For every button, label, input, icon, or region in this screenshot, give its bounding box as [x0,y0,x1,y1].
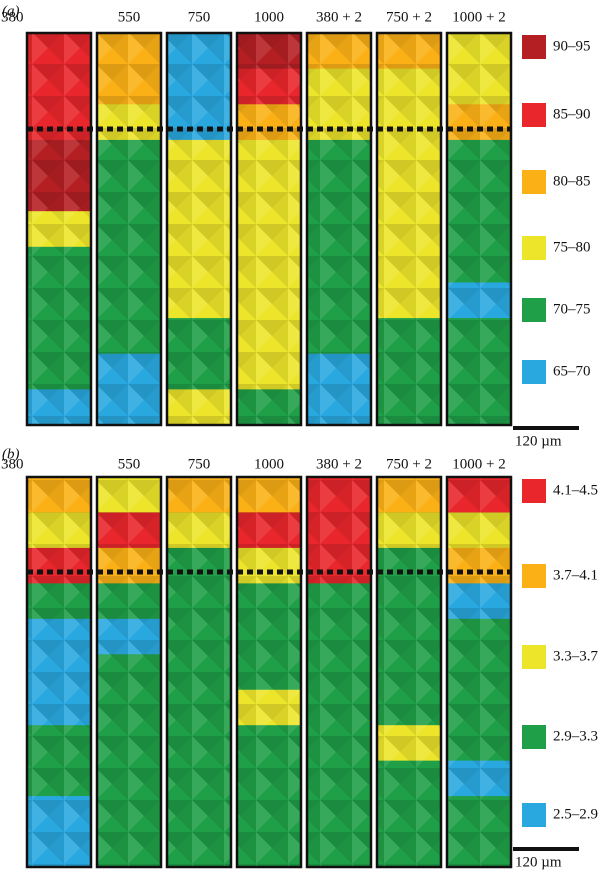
legend-swatch [522,360,546,384]
contour-map [25,475,93,869]
column-frame [305,475,373,869]
legend-swatch [522,35,546,59]
legend-label: 2.9–3.3 [553,728,598,744]
facet-texture [27,33,91,425]
column-frame [235,31,303,427]
legend-label: 3.7–4.1 [553,567,598,583]
column-frame [165,31,233,427]
panel-label: (a) [2,3,20,19]
column-frame [445,31,513,427]
column-frame [95,475,163,869]
facet-texture [377,477,441,867]
legend-label: 80–85 [553,173,591,189]
facet-texture [167,33,231,425]
contour-map [165,475,233,869]
contour-map [165,31,233,427]
scale-bar [513,847,579,851]
legend-label: 85–90 [553,106,591,122]
facet-texture [237,477,301,867]
legend-swatch [522,236,546,260]
legend-swatch [522,645,546,669]
legend-label: 90–95 [553,38,591,54]
column-label: 1000 [254,456,284,472]
legend-swatch [522,479,546,503]
contour-map [375,475,443,869]
column-frame [235,475,303,869]
column-label: 550 [118,9,141,25]
facet-texture [97,477,161,867]
facet-texture [167,477,231,867]
facet-texture [27,477,91,867]
legend-label: 75–80 [553,239,591,255]
facet-texture [237,33,301,425]
column-label: 750 [188,9,211,25]
panel-label: (b) [2,446,20,462]
contour-map [95,31,163,427]
column-label: 750 + 2 [386,9,432,25]
legend-label: 65–70 [553,363,591,379]
column-label: 1000 + 2 [452,9,505,25]
column-frame [375,475,443,869]
legend-label: 2.5–2.9 [553,806,598,822]
legend-label: 3.3–3.7 [553,648,599,664]
facet-texture [307,477,371,867]
column-label: 380 + 2 [316,456,362,472]
contour-map [25,31,93,427]
legend-swatch [522,564,546,588]
column-frame [375,31,443,427]
legend-label: 4.1–4.5 [553,482,598,498]
scale-bar-label: 120 µm [515,854,562,870]
contour-map [95,475,163,869]
column-frame [95,31,163,427]
contour-map [375,31,443,427]
column-label: 1000 + 2 [452,456,505,472]
legend-swatch [522,725,546,749]
column-frame [165,475,233,869]
contour-map [235,31,303,427]
legend-swatch [522,103,546,127]
contour-map [305,31,373,427]
scale-bar-label: 120 µm [515,433,562,449]
column-frame [305,31,373,427]
column-frame [445,475,513,869]
legend-swatch [522,298,546,322]
facet-texture [447,477,511,867]
column-frame [25,31,93,427]
contour-map [445,475,513,869]
column-label: 380 [1,9,24,25]
column-label: 380 [1,456,24,472]
column-label: 1000 [254,9,284,25]
contour-map [235,475,303,869]
contour-map [445,31,513,427]
column-label: 380 + 2 [316,9,362,25]
column-label: 550 [118,456,141,472]
legend-label: 70–75 [553,301,591,317]
facet-texture [447,33,511,425]
legend-swatch [522,170,546,194]
facet-texture [377,33,441,425]
facet-texture [97,33,161,425]
facet-texture [307,33,371,425]
legend-swatch [522,803,546,827]
scale-bar [513,426,579,430]
column-frame [25,475,93,869]
contour-map [305,475,373,869]
column-label: 750 [188,456,211,472]
column-label: 750 + 2 [386,456,432,472]
